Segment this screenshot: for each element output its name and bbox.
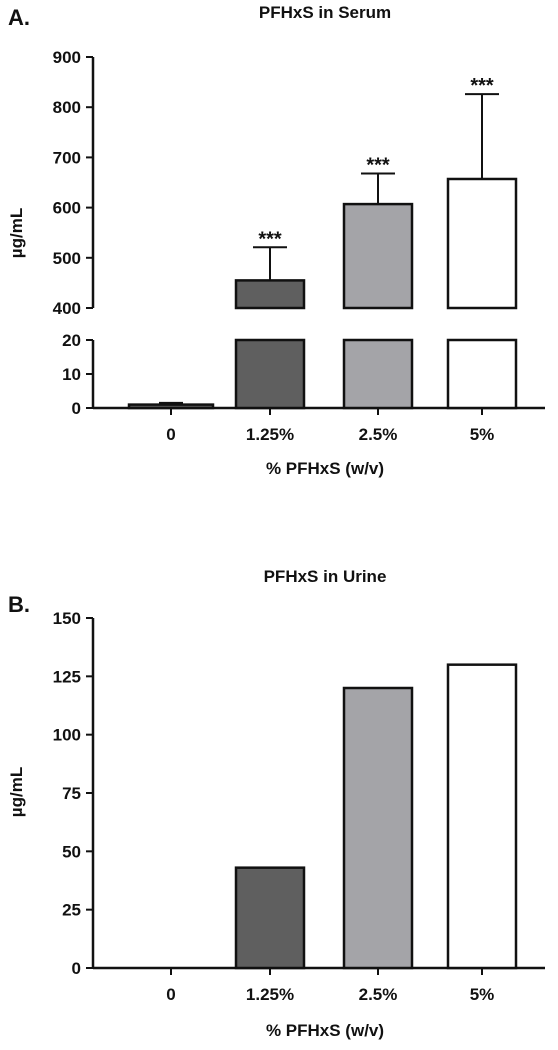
- urine-y-tick-label: 150: [53, 609, 81, 628]
- serum-significance-label: ***: [258, 228, 282, 250]
- urine-y-tick-label: 50: [62, 842, 81, 861]
- urine-y-axis-label: µg/mL: [7, 767, 26, 817]
- serum-y-tick-label: 600: [53, 199, 81, 218]
- serum-bar: [127, 403, 215, 410]
- serum-y-tick-label: 700: [53, 148, 81, 167]
- urine-x-tick-label: 1.25%: [246, 985, 294, 1004]
- urine-x-tick-label: 0: [166, 985, 175, 1004]
- urine-y-tick-label: 125: [53, 667, 81, 686]
- urine-y-tick-label: 75: [62, 784, 81, 803]
- serum-y-axis-label: µg/mL: [7, 208, 26, 258]
- serum-y-tick-label: 500: [53, 249, 81, 268]
- urine-bar: [446, 663, 518, 970]
- serum-significance-label: ***: [366, 154, 390, 176]
- serum-bar-lower-segment: [234, 338, 306, 410]
- urine-bar: [234, 866, 306, 970]
- urine-x-axis-label: % PFHxS (w/v): [266, 1021, 384, 1040]
- urine-y-tick-label: 0: [72, 959, 81, 978]
- urine-bar: [342, 686, 414, 970]
- serum-bar-upper-segment: [342, 202, 414, 310]
- serum-y-tick-label: 400: [53, 299, 81, 318]
- urine-chart: B. PFHxS in Urine µg/mL % PFHxS (w/v) 0 2…: [7, 567, 545, 1040]
- serum-y-tick-label: 20: [62, 331, 81, 350]
- serum-bar-upper-segment: [234, 279, 306, 310]
- serum-chart-title: PFHxS in Serum: [259, 3, 391, 22]
- serum-bars: *** *** ***: [127, 75, 518, 410]
- serum-y-tick-label: 800: [53, 98, 81, 117]
- urine-x-tick-label: 5%: [470, 985, 495, 1004]
- serum-y-tick-label: 0: [72, 399, 81, 418]
- serum-y-tick-label: 10: [62, 365, 81, 384]
- urine-x-tick-label: 2.5%: [359, 985, 398, 1004]
- urine-y-tick-label: 25: [62, 901, 81, 920]
- serum-axes: 400 500 600 700 800 900 0 10 20 0 1.25% 2.5% 5%: [53, 48, 545, 444]
- serum-x-tick-label: 0: [166, 425, 175, 444]
- serum-x-tick-label: 2.5%: [359, 425, 398, 444]
- serum-chart: A. PFHxS in Serum µg/mL % PFHxS (w/v) 40…: [7, 3, 545, 478]
- serum-bar-lower-segment: [446, 338, 518, 410]
- serum-bar-upper-segment: [446, 177, 518, 310]
- urine-y-tick-label: 100: [53, 726, 81, 745]
- serum-x-tick-label: 5%: [470, 425, 495, 444]
- panel-b-label: B.: [8, 592, 30, 617]
- serum-y-tick-label: 900: [53, 48, 81, 67]
- serum-x-tick-label: 1.25%: [246, 425, 294, 444]
- serum-x-axis-label: % PFHxS (w/v): [266, 459, 384, 478]
- panel-a-label: A.: [8, 5, 30, 30]
- serum-bar-lower-segment: [342, 338, 414, 410]
- urine-chart-title: PFHxS in Urine: [264, 567, 387, 586]
- serum-significance-label: ***: [470, 75, 494, 97]
- urine-bars: [234, 663, 518, 970]
